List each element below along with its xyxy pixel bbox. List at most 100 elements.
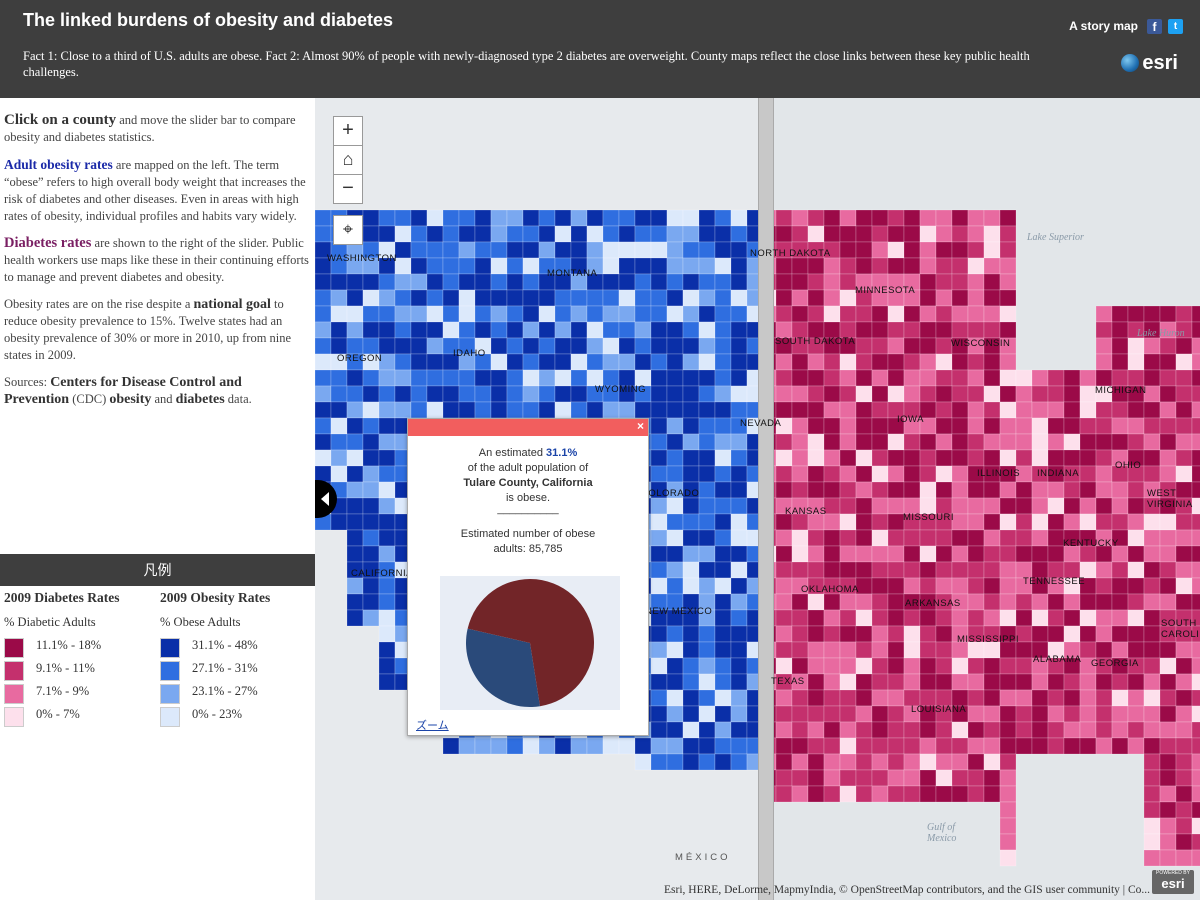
state-label-washington: WASHINGTON bbox=[327, 253, 397, 264]
legend-obesity-swatch bbox=[160, 684, 180, 704]
legend-diabetes-class-1: 9.1% - 11% bbox=[4, 658, 119, 681]
legend-obesity-subheading: % Obese Adults bbox=[160, 615, 241, 629]
legend-diabetes-class-label: 7.1% - 9% bbox=[36, 684, 90, 698]
legend-obesity-heading: 2009 Obesity Rates bbox=[160, 590, 271, 605]
state-label-colorado: COLORADO bbox=[641, 488, 700, 499]
close-icon[interactable]: × bbox=[636, 419, 644, 433]
state-label-nevada: NEVADA bbox=[740, 418, 782, 429]
zoom-in-button[interactable]: + bbox=[333, 116, 363, 146]
state-label-south-carolina: SOUTH CAROLINA bbox=[1161, 618, 1200, 640]
county-popup: × An estimated 31.1% of the adult popula… bbox=[407, 418, 649, 736]
legend-diabetes-heading: 2009 Diabetes Rates bbox=[4, 590, 120, 605]
legend-obesity-class-0: 31.1% - 48% bbox=[160, 635, 270, 658]
legend-obesity-class-1: 27.1% - 31% bbox=[160, 658, 270, 681]
popup-rule: __________ bbox=[497, 503, 559, 515]
facebook-icon[interactable]: f bbox=[1147, 19, 1162, 34]
state-label-arkansas: ARKANSAS bbox=[905, 598, 961, 609]
state-label-alabama: ALABAMA bbox=[1033, 654, 1082, 665]
home-button[interactable]: ⌂ bbox=[333, 145, 363, 175]
zoom-out-button[interactable]: − bbox=[333, 174, 363, 204]
obesity-data-link[interactable]: obesity bbox=[109, 392, 152, 407]
water-label-superior: Lake Superior bbox=[1027, 232, 1084, 243]
state-label-california: CALIFORNIA bbox=[351, 568, 414, 579]
legend-obesity-class-label: 31.1% - 48% bbox=[192, 638, 258, 652]
globe-icon bbox=[1121, 54, 1140, 72]
state-label-illinois: ILLINOIS bbox=[977, 468, 1021, 479]
twitter-icon[interactable]: t bbox=[1168, 19, 1183, 34]
water-label-gulf: Gulf of Mexico bbox=[927, 822, 957, 844]
water-label-huron: Lake Huron bbox=[1137, 328, 1185, 339]
state-label-wyoming: WYOMING bbox=[595, 384, 646, 395]
obesity-paragraph: Adult obesity rates are mapped on the le… bbox=[4, 157, 306, 223]
legend-obesity-class-3: 0% - 23% bbox=[160, 704, 270, 727]
popup-percent: 31.1% bbox=[546, 447, 578, 459]
national-goal-link[interactable]: national goal bbox=[193, 297, 271, 312]
sidebar-text: Click on a county and move the slider ba… bbox=[4, 112, 310, 418]
popup-header: × bbox=[408, 419, 648, 436]
popup-line2: of the adult population of bbox=[467, 462, 589, 474]
pie-slice-not-obese bbox=[467, 579, 594, 707]
map[interactable]: WASHINGTON MONTANA OREGON IDAHO WYOMING NEVAD… bbox=[315, 98, 1200, 900]
popup-count: Estimated number of obese adults: 85,785 bbox=[460, 528, 596, 555]
legend-diabetes-class-label: 9.1% - 11% bbox=[36, 661, 95, 675]
legend-obesity-class-label: 23.1% - 27% bbox=[192, 684, 258, 698]
state-label-iowa: IOWA bbox=[897, 414, 924, 425]
state-label-new-mexico: NEW MEXICO bbox=[645, 606, 713, 617]
locate-button[interactable]: ⌖ bbox=[333, 215, 363, 245]
state-label-montana: MONTANA bbox=[547, 268, 598, 279]
legend-diabetes-swatch bbox=[4, 684, 24, 704]
state-label-kentucky: KENTUCKY bbox=[1063, 538, 1119, 549]
diabetes-paragraph: Diabetes rates are shown to the right of… bbox=[4, 235, 309, 284]
legend-obesity-swatch bbox=[160, 638, 180, 658]
state-label-oregon: OREGON bbox=[337, 353, 383, 364]
pie-svg bbox=[466, 579, 594, 707]
popup-line1: An estimated 31.1% bbox=[478, 447, 578, 459]
legend-obesity-swatch bbox=[160, 707, 180, 727]
popup-line4: is obese. bbox=[505, 492, 551, 504]
powered-by-esri-logo[interactable]: POWERED BY esri bbox=[1152, 870, 1194, 894]
legend-diabetes-swatch bbox=[4, 638, 24, 658]
legend-diabetes-class-label: 0% - 7% bbox=[36, 707, 80, 721]
mexico-label: MÉXICO bbox=[675, 852, 731, 863]
goal-paragraph: Obesity rates are on the rise despite a … bbox=[4, 297, 292, 362]
state-label-indiana: INDIANA bbox=[1037, 468, 1080, 479]
legend-obesity: 2009 Obesity Rates % Obese Adults 31.1% … bbox=[160, 590, 270, 727]
app-title: The linked burdens of obesity and diabet… bbox=[23, 10, 394, 30]
swipe-divider[interactable] bbox=[758, 98, 774, 900]
state-label-mississippi: MISSISSIPPI bbox=[957, 634, 1019, 645]
state-label-wisconsin: WISCONSIN bbox=[951, 338, 1011, 349]
legend-diabetes: 2009 Diabetes Rates % Diabetic Adults 11… bbox=[4, 590, 119, 727]
popup-county-name: Tulare County, California bbox=[463, 477, 593, 489]
state-label-idaho: IDAHO bbox=[453, 348, 486, 359]
legend-diabetes-swatch bbox=[4, 707, 24, 727]
state-label-tennessee: TENNESSEE bbox=[1023, 576, 1086, 587]
header: The linked burdens of obesity and diabet… bbox=[0, 0, 1200, 98]
diabetes-map[interactable] bbox=[760, 98, 1200, 900]
intro-paragraph: Click on a county and move the slider ba… bbox=[4, 112, 296, 144]
state-label-louisiana: LOUISIANA bbox=[911, 704, 967, 715]
legend-title: 凡例 bbox=[0, 554, 315, 586]
map-attribution: Esri, HERE, DeLorme, MapmyIndia, © OpenS… bbox=[664, 884, 1150, 896]
legend-diabetes-class-3: 0% - 7% bbox=[4, 704, 119, 727]
story-map-label: A story map bbox=[1069, 19, 1138, 33]
diabetes-choropleth[interactable] bbox=[760, 98, 1200, 900]
state-label-west-virginia: WEST VIRGINIA bbox=[1147, 488, 1193, 510]
swipe-handle-icon[interactable] bbox=[315, 480, 337, 518]
legend-obesity-class-label: 27.1% - 31% bbox=[192, 661, 258, 675]
legend-obesity-class-label: 0% - 23% bbox=[192, 707, 242, 721]
state-label-minnesota: MINNESOTA bbox=[855, 285, 916, 296]
state-label-ohio: OHIO bbox=[1115, 460, 1142, 471]
diabetes-data-link[interactable]: diabetes bbox=[175, 392, 225, 407]
zoom-link[interactable]: ズーム bbox=[416, 720, 449, 732]
esri-logo[interactable]: esri bbox=[1121, 52, 1178, 75]
state-label-north-dakota: NORTH DAKOTA bbox=[750, 248, 831, 259]
sources-paragraph: Sources: Centers for Disease Control and… bbox=[4, 375, 252, 407]
legend-diabetes-class-0: 11.1% - 18% bbox=[4, 635, 119, 658]
state-label-south-dakota: SOUTH DAKOTA bbox=[775, 336, 856, 347]
legend-diabetes-class-label: 11.1% - 18% bbox=[36, 638, 102, 652]
legend-diabetes-subheading: % Diabetic Adults bbox=[4, 615, 96, 629]
state-label-michigan: MICHIGAN bbox=[1095, 385, 1147, 396]
legend-obesity-class-2: 23.1% - 27% bbox=[160, 681, 270, 704]
cdc-link[interactable]: Centers for Disease Control and Preventi… bbox=[4, 375, 242, 407]
legend-diabetes-class-2: 7.1% - 9% bbox=[4, 681, 119, 704]
